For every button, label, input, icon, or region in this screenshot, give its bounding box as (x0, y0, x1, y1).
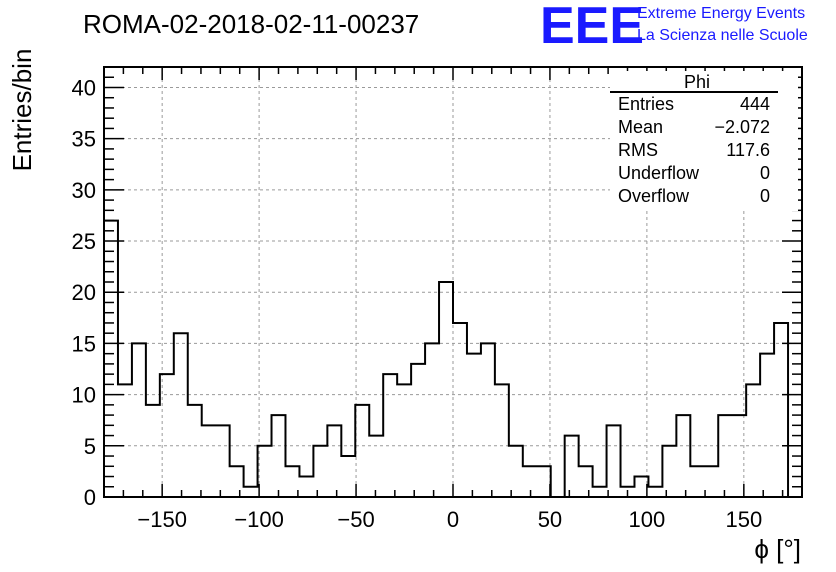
stats-label: Entries (618, 94, 674, 114)
stats-value: 0 (760, 186, 770, 206)
stats-label: Underflow (618, 163, 700, 183)
stats-label: Mean (618, 117, 663, 137)
stats-box: Phi Entries 444 Mean −2.072 RMS 117.6 Underflo… (610, 71, 798, 211)
y-tick-label: 35 (72, 127, 96, 152)
y-tick-label: 5 (84, 434, 96, 459)
logo-line-2: La Scienza nelle Scuole (637, 27, 808, 44)
x-axis-label: ϕ [°] (754, 534, 801, 564)
x-tick-label: 100 (629, 507, 666, 532)
y-axis-label: Entries/bin (7, 49, 37, 172)
stats-rows: Entries 444 Mean −2.072 RMS 117.6 Underflow 0 Ov… (618, 94, 770, 206)
x-tick-labels: −150 −100 −50 0 50 100 150 (137, 507, 762, 532)
eee-logo: EEE Extreme Energy Events La Scienza nel… (540, 0, 808, 55)
y-tick-label: 15 (72, 331, 96, 356)
y-tick-label: 25 (72, 229, 96, 254)
y-tick-label: 30 (72, 178, 96, 203)
stats-value: 117.6 (726, 140, 770, 160)
x-tick-label: 0 (447, 507, 459, 532)
stats-box-bg (610, 71, 798, 211)
y-tick-label: 40 (72, 75, 96, 100)
logo-line-1: Extreme Energy Events (637, 5, 805, 22)
stats-value: 0 (760, 163, 770, 183)
stats-label: Overflow (618, 186, 690, 206)
y-tick-labels: 0 5 10 15 20 25 30 35 40 (72, 75, 96, 510)
chart-title: ROMA-02-2018-02-11-00237 (83, 9, 419, 39)
y-tick-label: 20 (72, 280, 96, 305)
histogram-outline (103, 219, 802, 498)
y-tick-label: 10 (72, 383, 96, 408)
stats-label: RMS (618, 140, 658, 160)
stats-value: 444 (740, 94, 770, 114)
x-tick-label: 150 (725, 507, 762, 532)
stats-value: −2.072 (714, 117, 770, 137)
y-tick-label: 0 (84, 485, 96, 510)
x-tick-label: −150 (137, 507, 187, 532)
stats-title: Phi (684, 72, 710, 92)
x-tick-label: −100 (234, 507, 284, 532)
logo-mark: EEE (540, 0, 644, 55)
x-tick-label: −50 (337, 507, 374, 532)
x-tick-label: 50 (538, 507, 562, 532)
